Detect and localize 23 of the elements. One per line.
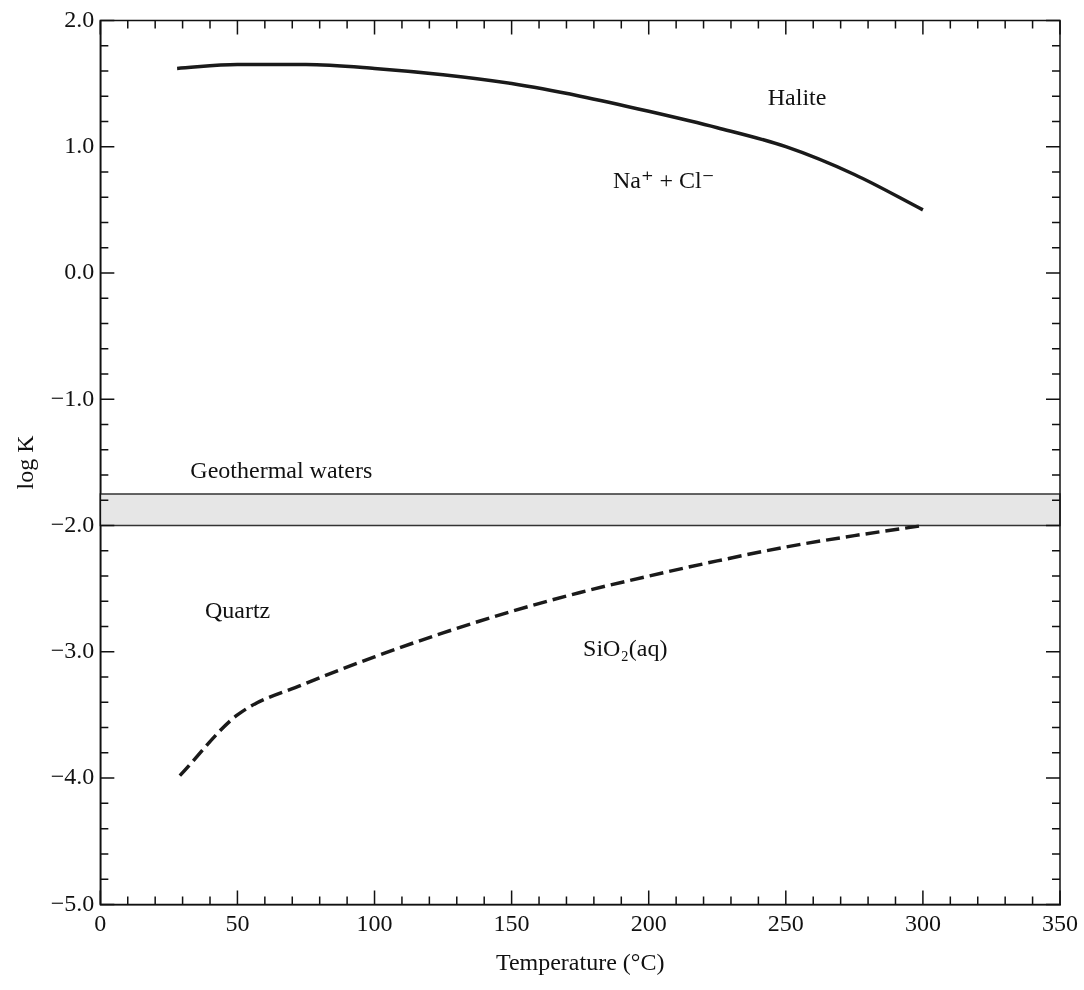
x-tick-label: 200 xyxy=(630,910,667,937)
x-tick-label: 0 xyxy=(94,910,107,937)
y-axis-title: log K xyxy=(11,434,38,490)
x-tick-label: 250 xyxy=(767,910,804,937)
annotation: Quartz xyxy=(204,597,271,624)
x-tick-label: 100 xyxy=(356,910,393,937)
y-tick-label: −5.0 xyxy=(50,889,95,916)
y-tick-label: −4.0 xyxy=(50,763,95,790)
annotation: Na⁺ + Cl⁻ xyxy=(612,166,715,193)
x-tick-label: 150 xyxy=(493,910,530,937)
y-tick-label: −3.0 xyxy=(50,637,95,664)
y-tick-label: 2.0 xyxy=(64,5,95,32)
x-axis-title: Temperature (°C) xyxy=(495,948,665,975)
annotation: Halite xyxy=(767,84,827,111)
x-tick-label: 350 xyxy=(1042,910,1078,937)
band-label: Geothermal waters xyxy=(190,457,373,484)
y-tick-label: 0.0 xyxy=(64,258,95,285)
annotation: SiO₂(aq) xyxy=(583,635,668,662)
y-tick-label: −2.0 xyxy=(50,510,95,537)
y-tick-label: 1.0 xyxy=(64,131,95,158)
x-tick-label: 300 xyxy=(904,910,941,937)
x-tick-label: 50 xyxy=(225,910,250,937)
y-tick-label: −1.0 xyxy=(50,384,95,411)
